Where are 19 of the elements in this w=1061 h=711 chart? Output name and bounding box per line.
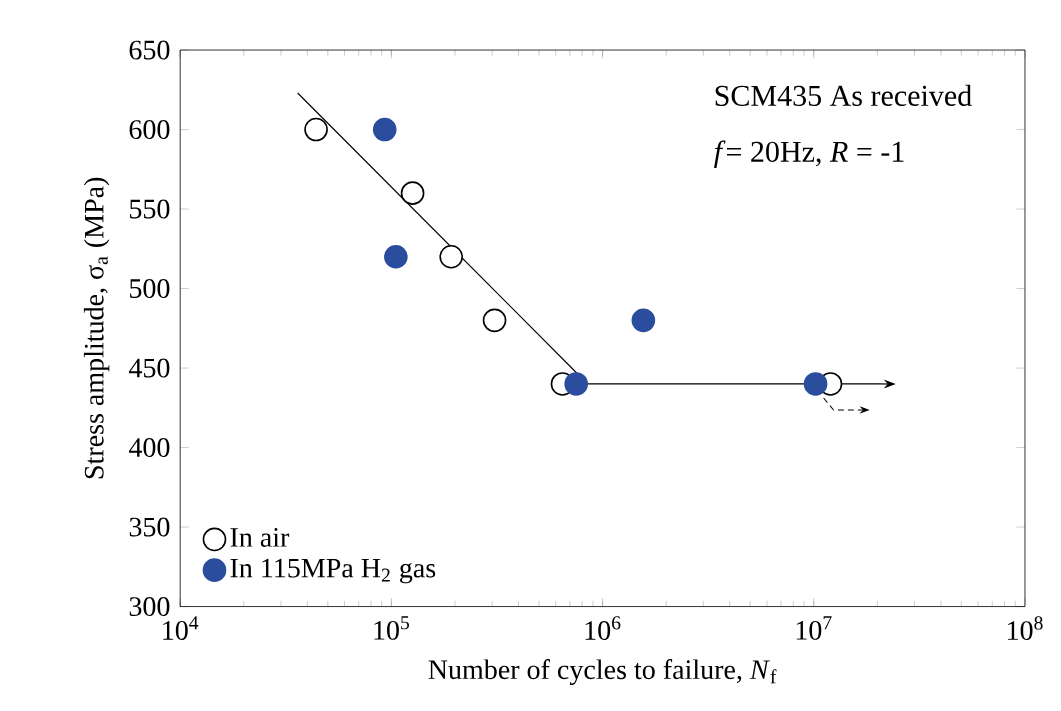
x-tick-label: 10$^{7}$ — [796, 616, 832, 641]
legend-label: In air — [230, 528, 290, 548]
y-tick-label: 300 — [129, 597, 170, 617]
y-tick-label: 500 — [130, 279, 170, 299]
y-tick-label: 600 — [129, 120, 170, 140]
x-axis-title: Number of cycles to failure, N$_{f}$ — [428, 659, 777, 686]
annotation: f= 20Hz, R = -1 — [714, 140, 904, 169]
x-tick-label: 10$^{5}$ — [374, 616, 410, 641]
y-axis-title: Stress amplitude, σ$_{a}$ (MPa) — [83, 177, 110, 479]
y-tick-label: 350 — [129, 517, 170, 537]
x-tick-label: 10$^{6}$ — [585, 616, 621, 641]
x-tick-label: 10$^{4}$ — [163, 616, 199, 641]
x-tick-label: 10$^{8}$ — [1008, 616, 1043, 641]
annotation: SCM435 As received — [715, 85, 972, 107]
legend-label: In 115MPa H$_{2}$ gas — [230, 558, 436, 584]
y-tick-label: 650 — [129, 40, 170, 60]
y-tick-label: 450 — [128, 358, 170, 378]
y-tick-label: 550 — [130, 199, 170, 219]
y-tick-label: 400 — [128, 438, 170, 458]
